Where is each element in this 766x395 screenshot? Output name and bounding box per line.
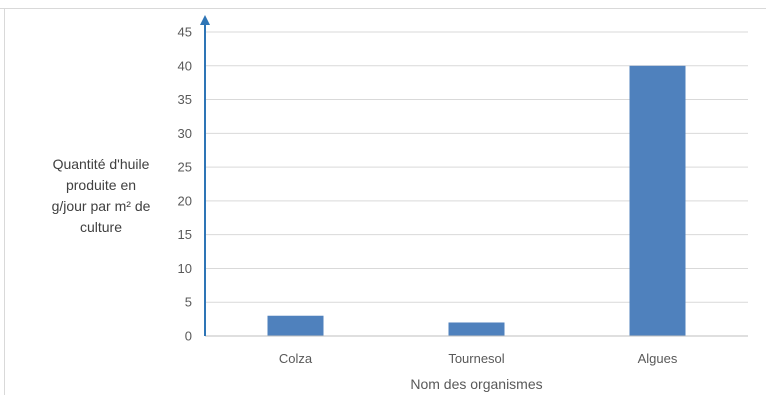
- frame-border-left: [4, 8, 5, 395]
- y-tick-label-35: 35: [178, 92, 192, 107]
- y-axis-title: Quantité d'huile produite en g/jour par …: [26, 154, 176, 238]
- y-axis-ticks: 0 5 10 15 20 25 30 35 40 45: [178, 25, 192, 344]
- x-category-label-algues: Algues: [638, 351, 678, 366]
- y-tick-label-5: 5: [185, 295, 192, 310]
- y-tick-label-20: 20: [178, 193, 192, 208]
- y-axis-title-line-1: Quantité d'huile: [52, 156, 150, 172]
- x-axis-title: Nom des organismes: [410, 376, 542, 392]
- y-axis-title-line-2: produite en: [65, 177, 137, 193]
- y-axis-arrow-icon: [200, 15, 210, 25]
- x-category-label-tournesol: Tournesol: [448, 351, 504, 366]
- y-tick-label-45: 45: [178, 25, 192, 40]
- y-tick-label-30: 30: [178, 126, 192, 141]
- y-tick-label-10: 10: [178, 261, 192, 276]
- x-axis-categories: Colza Tournesol Algues: [279, 351, 678, 366]
- y-axis-title-line-3: g/jour par m² de: [51, 198, 151, 214]
- y-axis-title-line-4: culture: [79, 219, 123, 235]
- bar-tournesol: [448, 322, 505, 336]
- y-tick-label-40: 40: [178, 58, 192, 73]
- y-tick-label-15: 15: [178, 227, 192, 242]
- y-tick-label-0: 0: [185, 329, 192, 344]
- bar-colza: [267, 315, 324, 336]
- x-category-label-colza: Colza: [279, 351, 313, 366]
- bar-algues: [629, 65, 686, 337]
- frame-border-top: [0, 8, 766, 9]
- y-tick-label-25: 25: [178, 160, 192, 175]
- bars: [267, 65, 686, 337]
